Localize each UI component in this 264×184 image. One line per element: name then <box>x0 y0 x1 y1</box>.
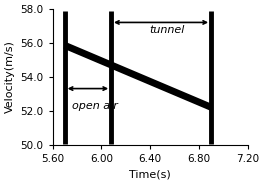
Y-axis label: Velocity(m/s): Velocity(m/s) <box>5 40 15 113</box>
Text: open air: open air <box>72 101 118 111</box>
X-axis label: Time(s): Time(s) <box>129 169 171 179</box>
Text: tunnel: tunnel <box>149 25 185 35</box>
